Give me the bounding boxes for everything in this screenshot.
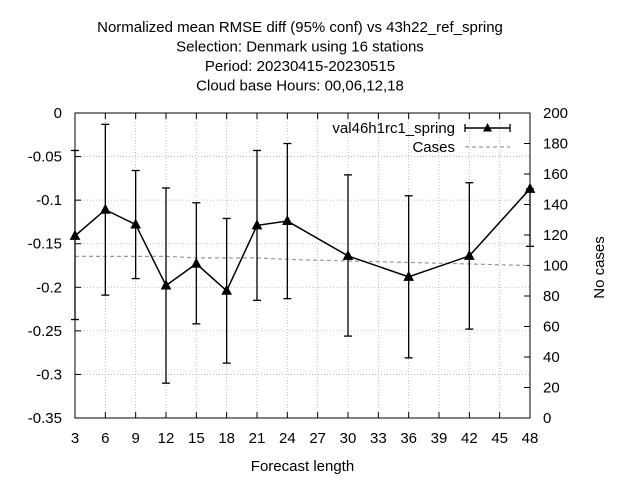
title-line: Normalized mean RMSE diff (95% conf) vs … (97, 19, 503, 36)
legend-label-series: val46h1rc1_spring (332, 120, 455, 137)
plot-frame (74, 112, 531, 419)
x-tick-label: 24 (279, 430, 296, 447)
x-tick-label: 18 (218, 430, 235, 447)
data-point (251, 219, 263, 230)
data-point (524, 182, 536, 193)
y2-tick-label: 180 (543, 136, 568, 153)
y-tick-label: -0.35 (28, 410, 62, 427)
y-tick-label: -0.15 (28, 236, 62, 253)
x-tick-label: 12 (158, 430, 175, 447)
grid-lines (75, 113, 530, 418)
y2-axis-ticks: 0 20 40 60 80 100 120 140 160 180 200 (524, 105, 568, 427)
x-tick-label: 9 (131, 430, 139, 447)
y-tick-label: -0.3 (36, 366, 62, 383)
data-point (403, 270, 414, 281)
y2-tick-label: 80 (543, 288, 560, 305)
series-line (74, 188, 531, 293)
y-tick-label: -0.25 (28, 323, 62, 340)
legend-label-cases: Cases (412, 139, 455, 156)
x-tick-label: 3 (71, 430, 79, 447)
x-tick-label: 48 (522, 430, 539, 447)
data-point (342, 249, 354, 260)
x-tick-label: 27 (309, 430, 326, 447)
y2-axis-label: No cases (591, 236, 608, 299)
x-tick-label: 36 (400, 430, 417, 447)
y2-tick-label: 160 (543, 166, 568, 183)
legend: val46h1rc1_spring Cases (332, 120, 511, 156)
data-point (221, 284, 232, 295)
x-tick-label: 33 (370, 430, 387, 447)
data-point (191, 257, 202, 268)
x-axis-ticks: 3 6 9 12 15 18 21 24 27 30 33 36 39 42 45 48 (71, 113, 539, 447)
data-point (160, 279, 172, 290)
x-tick-label: 39 (431, 430, 448, 447)
data-point (464, 249, 475, 260)
y-tick-label: 0 (54, 105, 62, 122)
y2-tick-label: 0 (543, 410, 551, 427)
y-tick-label: -0.05 (28, 149, 62, 166)
legend-marker-series (483, 123, 492, 132)
x-axis-label: Forecast length (251, 458, 354, 475)
title-line: Selection: Denmark using 16 stations (176, 39, 424, 56)
title-line: Period: 20230415-20230515 (205, 58, 395, 75)
x-tick-label: 42 (461, 430, 478, 447)
y2-tick-label: 120 (543, 227, 568, 244)
y-tick-label: -0.2 (36, 279, 62, 296)
x-tick-label: 21 (249, 430, 266, 447)
y2-tick-label: 100 (543, 258, 568, 275)
x-tick-label: 6 (101, 430, 109, 447)
y-tick-label: -0.1 (36, 192, 62, 209)
x-tick-label: 15 (188, 430, 205, 447)
y2-tick-label: 40 (543, 349, 560, 366)
y2-tick-label: 60 (543, 319, 560, 336)
y2-tick-label: 200 (543, 105, 568, 122)
y2-tick-label: 20 (543, 380, 560, 397)
chart-title: Normalized mean RMSE diff (95% conf) vs … (97, 19, 503, 95)
data-point (130, 218, 141, 229)
y2-tick-label: 140 (543, 197, 568, 214)
y-axis-ticks: 0 -0.05 -0.1 -0.15 -0.2 -0.25 -0.3 -0.35 (28, 105, 81, 427)
x-tick-label: 45 (491, 430, 508, 447)
data-point (100, 203, 111, 214)
data-point (282, 214, 293, 226)
series-layer (69, 123, 536, 384)
title-line: Cloud base Hours: 00,06,12,18 (196, 78, 404, 95)
x-tick-label: 30 (340, 430, 357, 447)
cases-line (75, 255, 531, 267)
data-point (69, 229, 81, 240)
